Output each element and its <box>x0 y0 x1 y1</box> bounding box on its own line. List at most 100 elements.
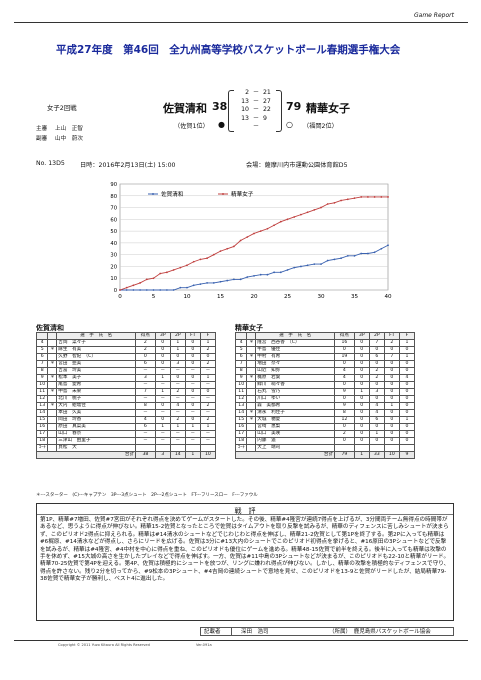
table-cell: － <box>135 430 156 438</box>
table-cell: 0 <box>353 437 370 445</box>
table-cell: ＊ <box>47 388 58 396</box>
team-b-score: 79 <box>286 100 302 113</box>
abbreviation-legend: ＊---スターター (C)---キャプテン 3P---3点シュート 2P---2… <box>36 493 258 498</box>
series-point-1 <box>212 253 215 256</box>
table-cell: － <box>135 395 156 403</box>
series-point-1 <box>206 257 208 260</box>
table-row: 5 牛島 優佳 0 0 0 0 0 <box>234 346 416 354</box>
table-cell <box>246 388 257 396</box>
x-tick-label: 40 <box>384 294 392 300</box>
y-tick-label: 50 <box>110 229 117 235</box>
quarter-row: 10 － 22 <box>236 106 276 115</box>
series-point-1 <box>360 196 363 198</box>
q-sep: － <box>252 89 260 96</box>
table-cell <box>47 423 58 431</box>
table-cell: 0 <box>353 430 370 438</box>
table-cell: 1 <box>154 388 171 396</box>
table-row: 7 ＊宮田 亜美 6 0 3 0 2 <box>35 360 217 368</box>
game-number: No. 13D5 <box>36 160 65 167</box>
table-cell: 0 <box>184 339 201 347</box>
table-cell: 15 <box>234 416 248 424</box>
series-point-1 <box>367 196 369 198</box>
table-cell: 0 <box>398 360 416 368</box>
series-point-1 <box>259 230 262 233</box>
legend-label-1: 精華女子 <box>231 190 254 198</box>
table-cell: 18 <box>35 437 49 445</box>
column-header: 3P <box>353 332 370 340</box>
table-cell <box>246 423 257 431</box>
table-cell: ｺｰﾁ <box>234 444 248 452</box>
table-cell: 0 <box>353 402 370 410</box>
total-cell: 9 <box>398 451 416 459</box>
table-row: 9 ＊松本 美子 3 1 0 0 1 <box>35 374 217 382</box>
table-cell: 6 <box>135 423 156 431</box>
table-cell: 0 <box>383 367 400 375</box>
table-cell: 0 <box>383 430 400 438</box>
footer-rule <box>14 640 468 641</box>
series-point-1 <box>293 216 296 218</box>
x-tick-label: 35 <box>351 294 359 300</box>
q4-a: 13 <box>241 114 249 122</box>
table-cell: 0 <box>368 437 385 445</box>
table-cell: 0 <box>398 395 416 403</box>
x-tick-label: 5 <box>152 294 156 300</box>
table-cell: 0 <box>334 346 355 354</box>
table-cell: 0 <box>353 395 370 403</box>
table-cell: 10 <box>35 381 49 389</box>
table-cell: 11 <box>35 388 49 396</box>
table-cell: 山口 美咲 <box>255 430 336 438</box>
writer-org: （所属） 鹿児島県バスケットボール協会 <box>329 629 431 635</box>
table-cell: 2 <box>169 388 186 396</box>
table-cell: 0 <box>398 423 416 431</box>
series-point-0 <box>139 289 141 291</box>
table-cell: 1 <box>199 339 217 347</box>
table-cell: 0 <box>184 353 201 361</box>
table-cell: 0 <box>398 430 416 438</box>
table-cell: 0 <box>154 402 171 410</box>
series-point-1 <box>239 239 242 242</box>
series-point-0 <box>313 263 316 265</box>
series-point-1 <box>226 247 229 250</box>
table-cell: 0 <box>398 367 416 375</box>
series-point-1 <box>273 224 275 227</box>
table-cell: － <box>169 437 186 445</box>
y-tick-label: 20 <box>110 264 117 270</box>
table-cell: 7 <box>383 353 400 361</box>
table-row: ｺｰﾁ 大上 靖司 <box>234 444 416 452</box>
table-cell: 岡田 玲香 <box>56 416 137 424</box>
writer-label: 記載者 <box>204 629 221 635</box>
series-point-1 <box>306 211 309 214</box>
table-row: ｺｰﾁ 貞松 大 <box>35 444 217 452</box>
table-cell: 久野 智妃 （C） <box>56 353 137 361</box>
series-point-1 <box>233 245 235 248</box>
table-cell: － <box>199 409 217 417</box>
table-row: 17 山口 美咲 2 0 1 0 0 <box>234 430 416 438</box>
series-point-0 <box>159 289 162 291</box>
total-label: 合計 <box>35 451 137 459</box>
table-cell: 2 <box>383 339 400 347</box>
table-cell <box>246 444 257 452</box>
column-header: 得点 <box>135 332 156 340</box>
table-cell: 0 <box>184 416 201 424</box>
table-cell: 11 <box>234 388 248 396</box>
table-cell: － <box>135 409 156 417</box>
table-cell: 14 <box>234 409 248 417</box>
total-cell: 10 <box>199 451 217 459</box>
table-row: 16 原田 真菜美 6 1 1 1 1 <box>35 423 217 431</box>
table-cell: 6 <box>135 360 156 368</box>
team-b-name: 精華女子 <box>306 102 350 115</box>
table-row: 7 増田 奈々 0 0 0 0 0 <box>234 360 416 368</box>
table-cell: 山口 春奈 <box>56 430 137 438</box>
table-cell <box>246 395 257 403</box>
table-cell: 0 <box>154 360 171 368</box>
table-cell: 0 <box>353 374 370 382</box>
table-cell: 5 <box>234 346 248 354</box>
table-cell: ＊ <box>246 339 257 347</box>
table-cell: 吉岡 菜々子 <box>56 339 137 347</box>
table-cell: － <box>199 437 217 445</box>
table-cell: 北川 桃子 <box>56 395 137 403</box>
table-cell: － <box>169 430 186 438</box>
total-cell: 33 <box>368 451 385 459</box>
column-header: F <box>199 332 217 340</box>
y-tick-label: 40 <box>110 241 117 247</box>
